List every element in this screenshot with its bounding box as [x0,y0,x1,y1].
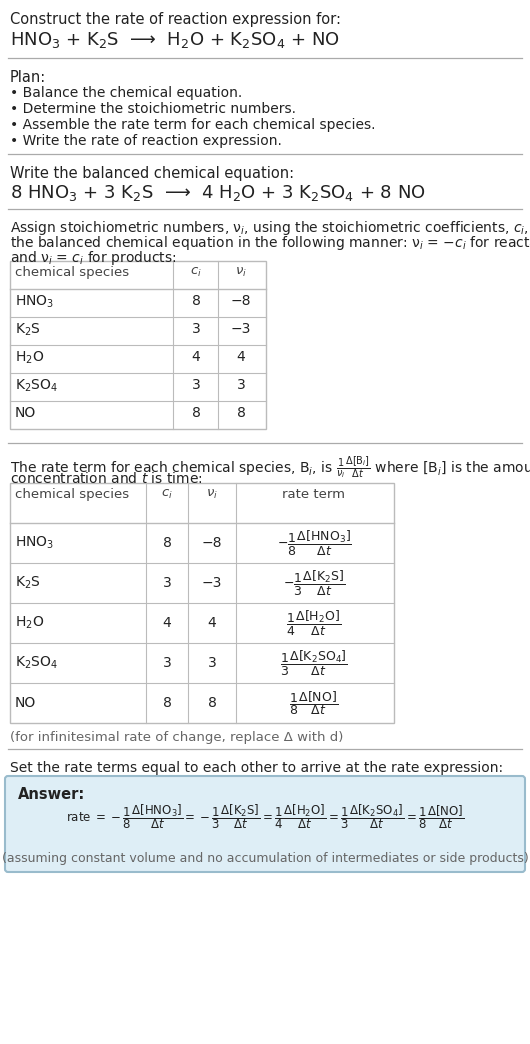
Text: the balanced chemical equation in the following manner: ν$_i$ = −$c_i$ for react: the balanced chemical equation in the fo… [10,234,530,252]
Text: • Balance the chemical equation.: • Balance the chemical equation. [10,86,242,100]
Text: HNO$_3$ + K$_2$S  ⟶  H$_2$O + K$_2$SO$_4$ + NO: HNO$_3$ + K$_2$S ⟶ H$_2$O + K$_2$SO$_4$ … [10,30,340,50]
Text: K$_2$SO$_4$: K$_2$SO$_4$ [15,655,58,671]
Text: ν$_i$: ν$_i$ [206,488,218,501]
Text: 8: 8 [163,696,171,710]
Text: Construct the rate of reaction expression for:: Construct the rate of reaction expressio… [10,11,341,27]
Text: The rate term for each chemical species, B$_i$, is $\frac{1}{\nu_i}\frac{\Delta[: The rate term for each chemical species,… [10,455,530,481]
FancyBboxPatch shape [5,776,525,872]
Text: 8: 8 [191,294,200,308]
Text: rate $= -\dfrac{1}{8}\dfrac{\Delta[\mathrm{HNO_3}]}{\Delta t} = -\dfrac{1}{3}\df: rate $= -\dfrac{1}{8}\dfrac{\Delta[\math… [66,803,464,831]
Text: and ν$_i$ = $c_i$ for products:: and ν$_i$ = $c_i$ for products: [10,250,176,267]
Text: 3: 3 [192,322,200,336]
Text: $c_i$: $c_i$ [161,488,173,501]
Text: chemical species: chemical species [15,488,129,501]
Text: (assuming constant volume and no accumulation of intermediates or side products): (assuming constant volume and no accumul… [2,852,528,865]
Text: 8: 8 [163,536,171,550]
Text: −8: −8 [202,536,222,550]
Text: H$_2$O: H$_2$O [15,615,45,632]
Bar [10,261,266,429]
Text: ν$_i$: ν$_i$ [235,266,247,279]
Text: (for infinitesimal rate of change, replace Δ with d): (for infinitesimal rate of change, repla… [10,731,343,744]
Text: −3: −3 [231,322,251,336]
Text: HNO$_3$: HNO$_3$ [15,294,54,310]
Text: 8: 8 [236,406,245,420]
Text: 8: 8 [208,696,216,710]
Text: Write the balanced chemical equation:: Write the balanced chemical equation: [10,166,294,181]
Bar [10,483,394,723]
Text: NO: NO [15,406,36,420]
Text: $-\dfrac{1}{8}\dfrac{\Delta[\mathrm{HNO_3}]}{\Delta t}$: $-\dfrac{1}{8}\dfrac{\Delta[\mathrm{HNO_… [277,528,351,557]
Text: −8: −8 [231,294,251,308]
Text: 3: 3 [208,656,216,670]
Text: K$_2$S: K$_2$S [15,575,41,591]
Text: 8: 8 [191,406,200,420]
Text: $c_i$: $c_i$ [190,266,202,279]
Text: 3: 3 [192,378,200,392]
Text: concentration and $t$ is time:: concentration and $t$ is time: [10,471,202,487]
Text: • Assemble the rate term for each chemical species.: • Assemble the rate term for each chemic… [10,118,375,132]
Text: chemical species: chemical species [15,266,129,279]
Text: $\dfrac{1}{4}\dfrac{\Delta[\mathrm{H_2O}]}{\Delta t}$: $\dfrac{1}{4}\dfrac{\Delta[\mathrm{H_2O}… [286,609,341,638]
Text: HNO$_3$: HNO$_3$ [15,535,54,551]
Text: Set the rate terms equal to each other to arrive at the rate expression:: Set the rate terms equal to each other t… [10,761,503,775]
Text: K$_2$SO$_4$: K$_2$SO$_4$ [15,378,58,395]
Text: $\dfrac{1}{3}\dfrac{\Delta[\mathrm{K_2SO_4}]}{\Delta t}$: $\dfrac{1}{3}\dfrac{\Delta[\mathrm{K_2SO… [280,648,348,678]
Text: $\dfrac{1}{8}\dfrac{\Delta[\mathrm{NO}]}{\Delta t}$: $\dfrac{1}{8}\dfrac{\Delta[\mathrm{NO}]}… [289,689,339,717]
Text: Assign stoichiometric numbers, ν$_i$, using the stoichiometric coefficients, $c_: Assign stoichiometric numbers, ν$_i$, us… [10,219,530,237]
Text: NO: NO [15,696,36,710]
Text: K$_2$S: K$_2$S [15,322,41,338]
Text: 4: 4 [163,616,171,630]
Text: 8 HNO$_3$ + 3 K$_2$S  ⟶  4 H$_2$O + 3 K$_2$SO$_4$ + 8 NO: 8 HNO$_3$ + 3 K$_2$S ⟶ 4 H$_2$O + 3 K$_2… [10,183,426,203]
Text: 4: 4 [236,350,245,364]
Text: 3: 3 [163,656,171,670]
Text: • Write the rate of reaction expression.: • Write the rate of reaction expression. [10,134,282,148]
Text: 3: 3 [236,378,245,392]
Text: 4: 4 [208,616,216,630]
Text: • Determine the stoichiometric numbers.: • Determine the stoichiometric numbers. [10,102,296,116]
Text: −3: −3 [202,576,222,590]
Text: $-\dfrac{1}{3}\dfrac{\Delta[\mathrm{K_2S}]}{\Delta t}$: $-\dfrac{1}{3}\dfrac{\Delta[\mathrm{K_2S… [283,569,345,597]
Text: H$_2$O: H$_2$O [15,350,45,366]
Text: 3: 3 [163,576,171,590]
Text: Plan:: Plan: [10,70,46,85]
Text: Answer:: Answer: [18,787,85,802]
Text: 4: 4 [192,350,200,364]
Text: rate term: rate term [282,488,346,501]
